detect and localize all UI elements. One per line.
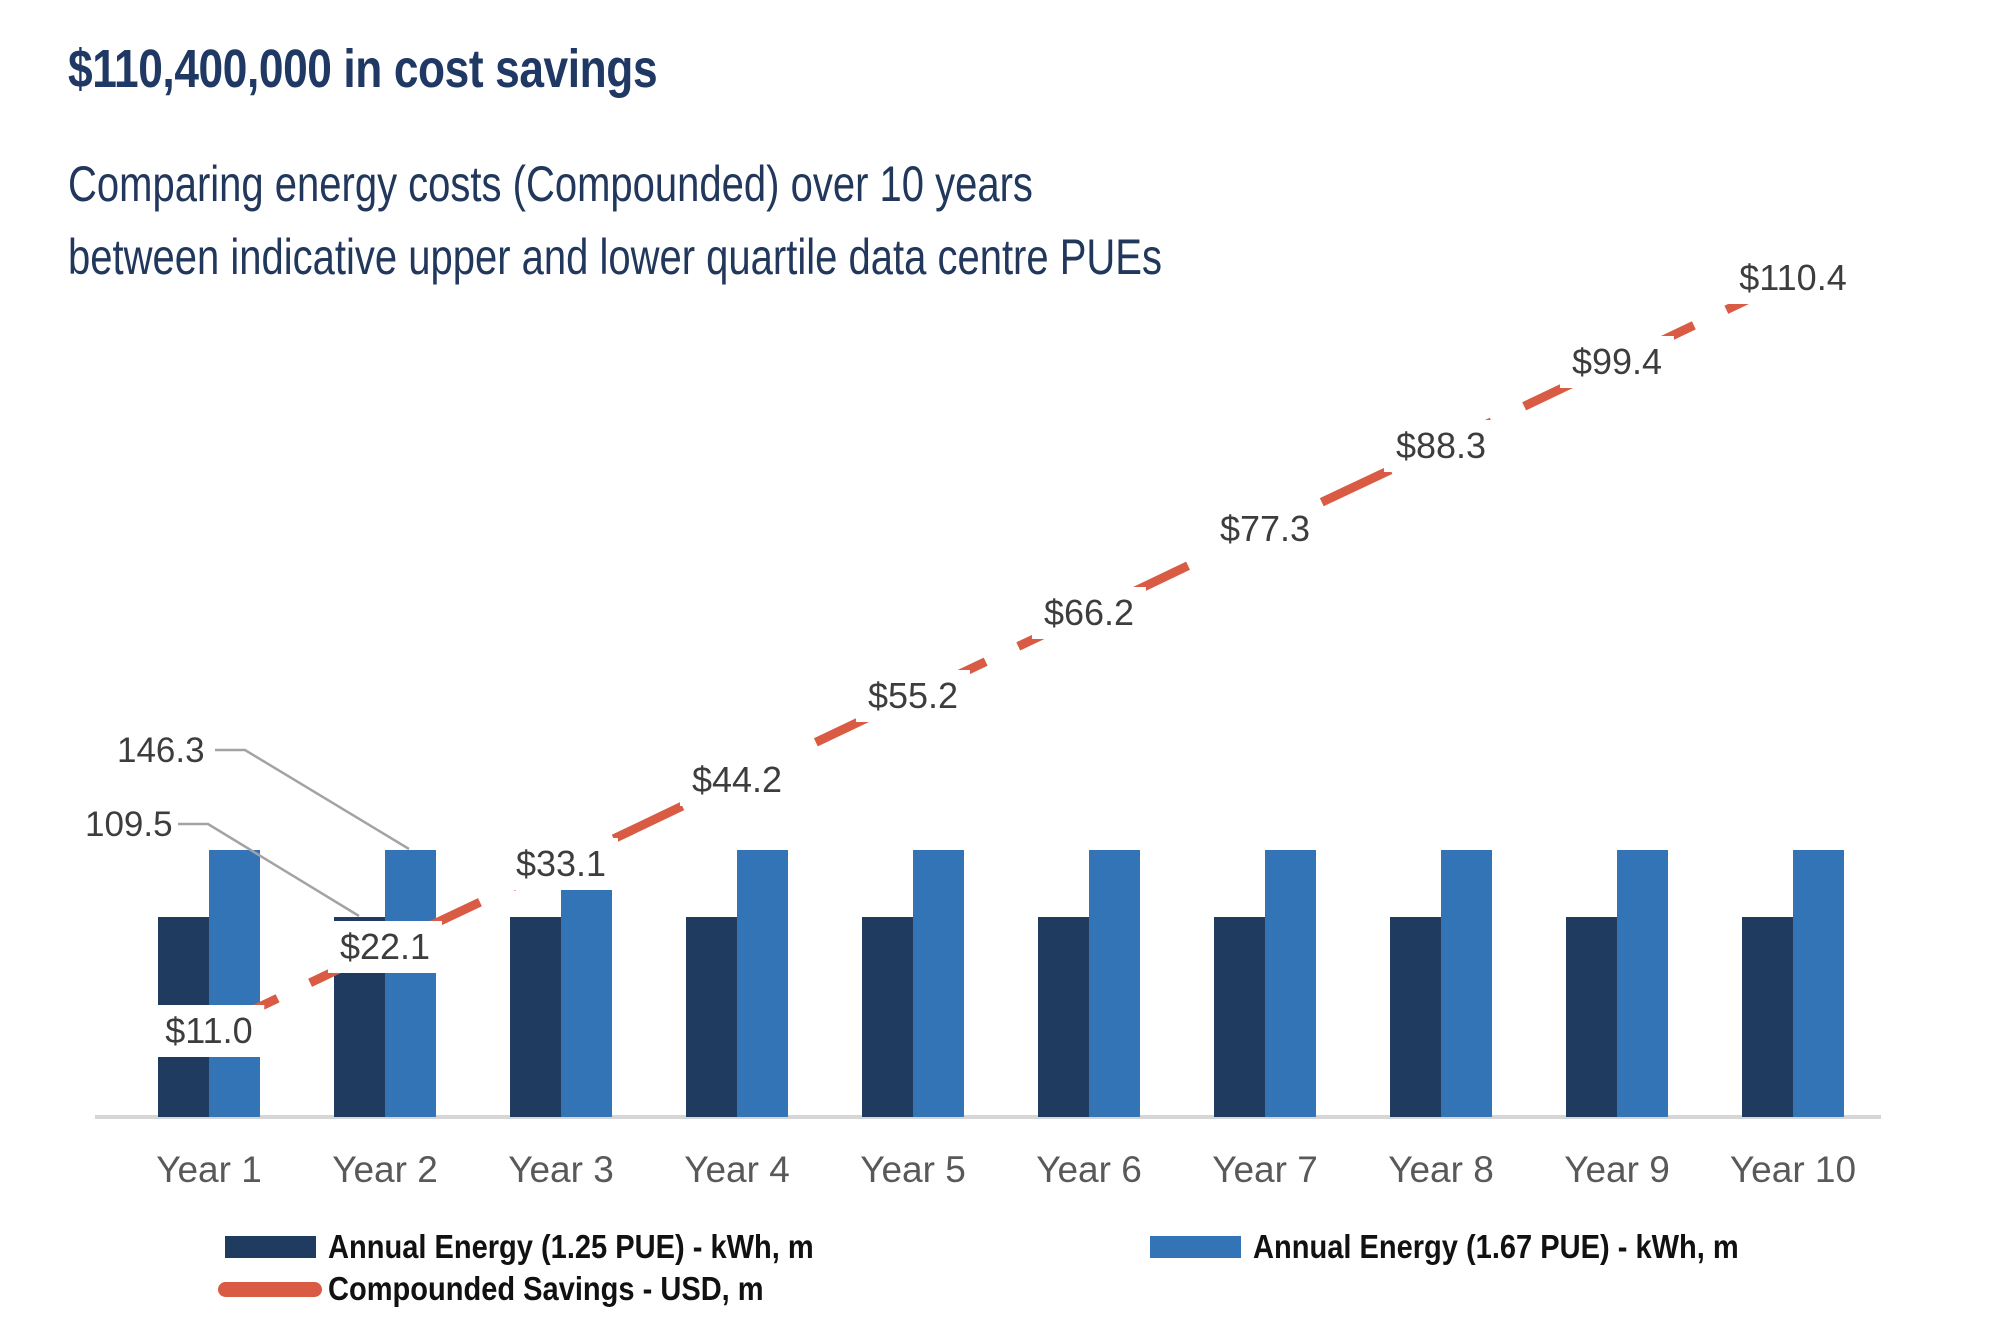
x-axis-label-year-9: Year 9 <box>1564 1149 1670 1190</box>
bar-167pue-year-8 <box>1441 850 1492 1117</box>
bar-167pue-year-6 <box>1089 850 1140 1117</box>
x-axis-label-year-8: Year 8 <box>1388 1149 1494 1190</box>
x-axis-label-year-10: Year 10 <box>1729 1149 1857 1190</box>
legend-label-savings: Compounded Savings - USD, m <box>328 1270 764 1307</box>
bar-167pue-year-5 <box>913 850 964 1117</box>
compounded-savings-dashed-line <box>207 273 1795 1036</box>
x-axis-label-year-5: Year 5 <box>860 1149 966 1190</box>
chart-title: $110,400,000 in cost savings <box>68 39 658 99</box>
bar-167pue-year-2 <box>385 850 436 1117</box>
bar-167pue-year-3 <box>561 850 612 1117</box>
bar-125pue-year-10 <box>1742 917 1793 1117</box>
legend-swatch-167pue-icon <box>1150 1236 1241 1258</box>
annotation-leader-109 <box>178 822 360 918</box>
legend-item-energy-125: Annual Energy (1.25 PUE) - kWh, m <box>225 1228 880 1266</box>
annotation-109-5: 109.5 <box>85 805 173 844</box>
bar-167pue-year-10 <box>1793 850 1844 1117</box>
chart-subtitle-line-1: Comparing energy costs (Compounded) over… <box>68 156 1033 212</box>
x-axis-line <box>95 1115 1881 1119</box>
annotation-leader-146 <box>215 748 410 851</box>
x-axis-label-year-4: Year 4 <box>684 1149 790 1190</box>
savings-label-year-9: $99.4 <box>1559 336 1675 388</box>
legend-item-energy-167: Annual Energy (1.67 PUE) - kWh, m <box>1150 1228 1805 1266</box>
savings-label-year-1: $11.0 <box>153 1005 265 1057</box>
bar-167pue-year-4 <box>737 850 788 1117</box>
bar-125pue-year-8 <box>1390 917 1441 1117</box>
bar-125pue-year-5 <box>862 917 913 1117</box>
bar-167pue-year-7 <box>1265 850 1316 1117</box>
savings-label-year-8: $88.3 <box>1383 420 1499 472</box>
legend-item-savings: Compounded Savings - USD, m <box>218 1270 823 1308</box>
legend-swatch-savings-line-icon <box>218 1281 322 1297</box>
x-axis-label-year-6: Year 6 <box>1036 1149 1142 1190</box>
legend-swatch-125pue-icon <box>225 1236 316 1258</box>
savings-label-year-5: $55.2 <box>855 670 971 722</box>
bar-125pue-year-9 <box>1566 917 1617 1117</box>
savings-label-year-6: $66.2 <box>1031 587 1147 639</box>
bar-125pue-year-6 <box>1038 917 1089 1117</box>
savings-label-year-7: $77.3 <box>1207 503 1323 555</box>
x-axis-label-year-2: Year 2 <box>332 1149 438 1190</box>
chart-subtitle-line-2: between indicative upper and lower quart… <box>68 229 1162 285</box>
annotation-146-3: 146.3 <box>117 731 205 770</box>
x-axis-label-year-1: Year 1 <box>156 1149 262 1190</box>
bar-167pue-year-9 <box>1617 850 1668 1117</box>
legend-label-125pue: Annual Energy (1.25 PUE) - kWh, m <box>328 1228 814 1265</box>
bar-125pue-year-3 <box>510 917 561 1117</box>
savings-label-year-4: $44.2 <box>679 754 795 806</box>
savings-label-year-2: $22.1 <box>327 921 443 973</box>
bar-125pue-year-7 <box>1214 917 1265 1117</box>
bar-167pue-year-1 <box>209 850 260 1117</box>
chart-subtitle: Comparing energy costs (Compounded) over… <box>68 148 1162 294</box>
savings-label-year-10: $110.4 <box>1727 252 1859 304</box>
x-axis-label-year-3: Year 3 <box>508 1149 614 1190</box>
x-axis-label-year-7: Year 7 <box>1212 1149 1318 1190</box>
legend-label-167pue: Annual Energy (1.67 PUE) - kWh, m <box>1253 1228 1739 1265</box>
bar-125pue-year-4 <box>686 917 737 1117</box>
savings-label-year-3: $33.1 <box>503 838 619 890</box>
